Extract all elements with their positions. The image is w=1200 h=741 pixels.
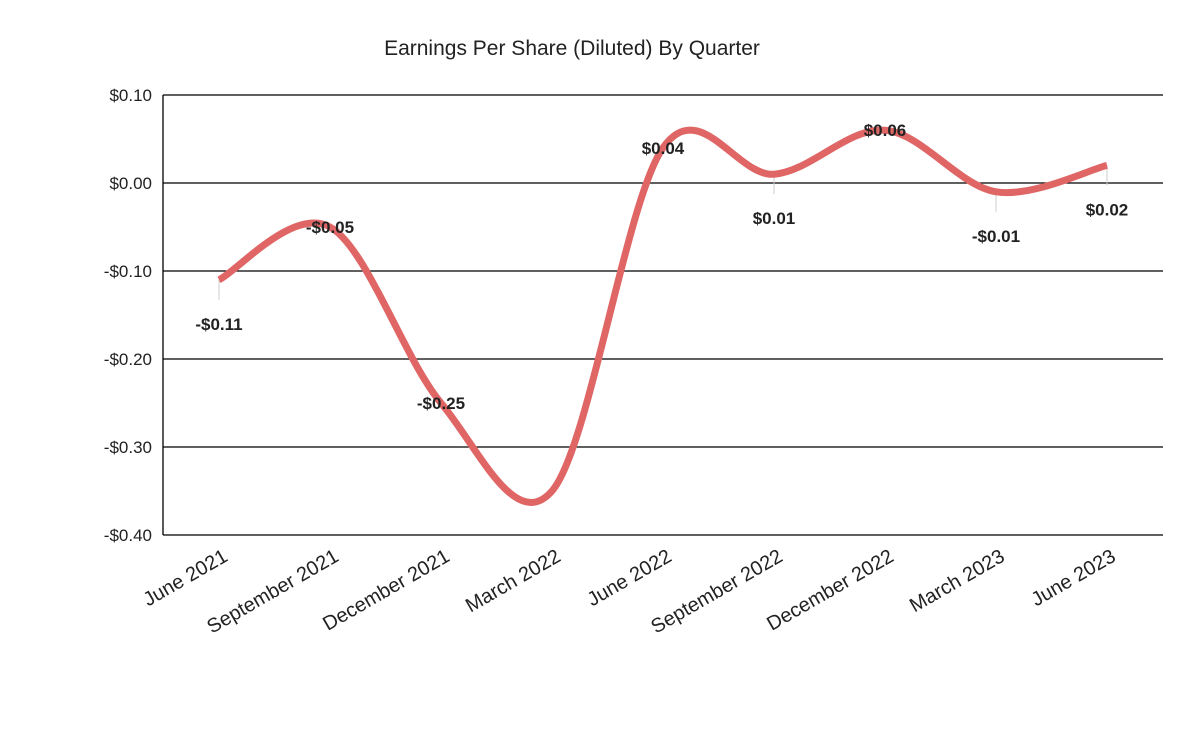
y-tick-label: $0.00 <box>109 174 152 193</box>
eps-series-line <box>217 126 1108 506</box>
x-tick-label: March 2022 <box>462 545 564 617</box>
data-label: -$0.05 <box>306 218 354 237</box>
data-label: $0.01 <box>753 209 796 228</box>
gridlines <box>162 94 1163 536</box>
data-label: -$0.11 <box>195 315 242 334</box>
data-labels: -$0.11 -$0.05 -$0.25 $0.04 $0.01 $0.06 -$0.01 $… <box>195 121 1128 413</box>
x-tick-label: June 2021 <box>140 545 232 611</box>
x-tick-label: March 2023 <box>906 545 1008 617</box>
data-label: -$0.01 <box>972 227 1020 246</box>
x-tick-label: June 2022 <box>584 545 676 611</box>
x-tick-label: December 2022 <box>763 545 897 635</box>
y-tick-label: -$0.10 <box>104 262 152 281</box>
data-label: $0.06 <box>864 121 907 140</box>
x-tick-label: June 2023 <box>1028 545 1120 611</box>
y-tick-label: -$0.40 <box>104 526 152 545</box>
data-label: -$0.25 <box>417 394 465 413</box>
x-tick-label: December 2021 <box>319 545 453 635</box>
y-tick-label: -$0.20 <box>104 350 152 369</box>
y-tick-label: -$0.30 <box>104 438 152 457</box>
data-label: $0.04 <box>642 139 685 158</box>
chart-title: Earnings Per Share (Diluted) By Quarter <box>384 37 760 60</box>
y-tick-label: $0.10 <box>109 86 152 105</box>
label-leader-lines <box>218 130 1108 409</box>
y-axis-ticks: $0.10 $0.00 -$0.10 -$0.20 -$0.30 -$0.40 <box>104 86 152 545</box>
data-label: $0.02 <box>1086 200 1129 219</box>
series-group <box>217 126 1108 506</box>
